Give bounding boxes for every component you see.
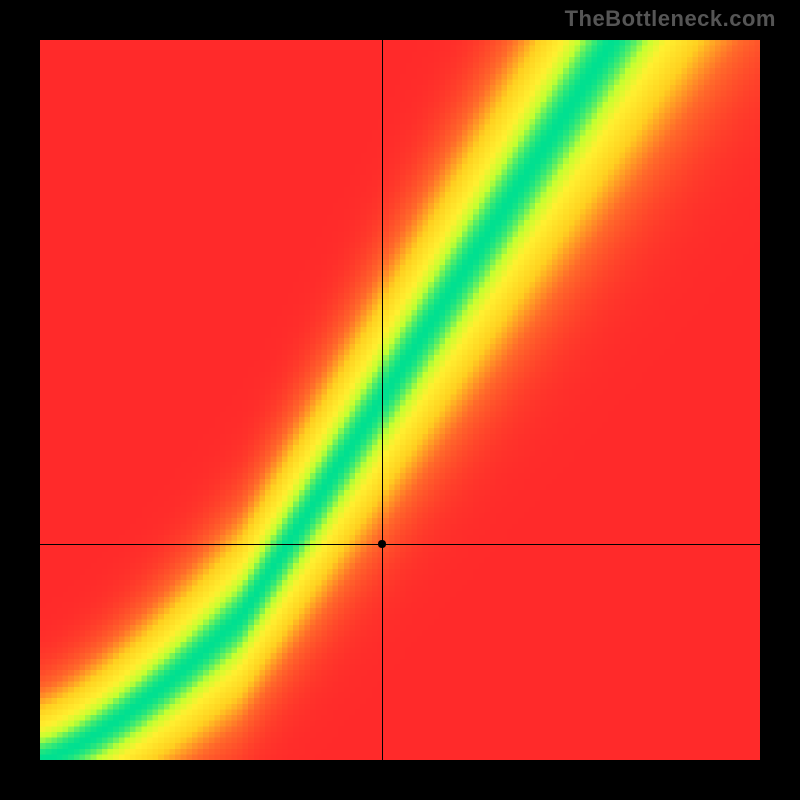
watermark-text: TheBottleneck.com [565,6,776,32]
crosshair-overlay [40,40,760,760]
chart-container: TheBottleneck.com [0,0,800,800]
